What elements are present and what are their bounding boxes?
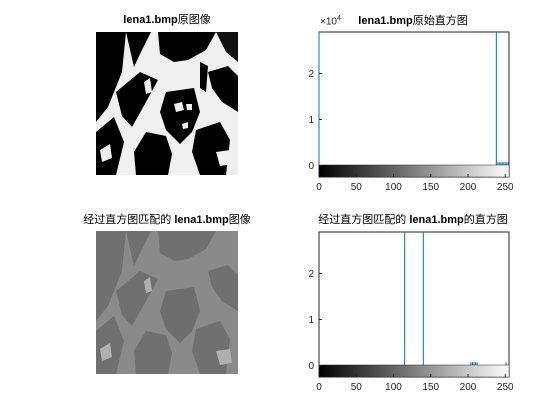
orig-hist-y-exponent-power: 4 bbox=[336, 15, 341, 22]
orig-hist-y-exponent: ×104 bbox=[320, 15, 341, 27]
orig-hist-xtick-label-250: 250 bbox=[497, 182, 514, 193]
matched-hist-title-suffix: 的直方图 bbox=[463, 214, 508, 226]
orig-hist-title: lena1.bmp原始直方图 bbox=[358, 15, 467, 27]
orig-hist-title-suffix: 原始直方图 bbox=[412, 15, 468, 27]
orig-hist-colorbar bbox=[318, 164, 510, 178]
orig-image-title-file: lena1.bmp bbox=[123, 14, 178, 26]
orig-hist-xtick-label-0: 0 bbox=[316, 182, 322, 193]
matched-hist-xtick-label-50: 50 bbox=[351, 382, 363, 393]
orig-hist-y-exponent-base: ×10 bbox=[320, 16, 337, 28]
matched-hist-xtick-label-200: 200 bbox=[460, 382, 477, 393]
matched-hist-title-file: lena1.bmp bbox=[409, 214, 464, 226]
matched-image-title-prefix: 经过直方图匹配的 bbox=[83, 214, 175, 226]
orig-image-title: lena1.bmp原图像 bbox=[123, 14, 210, 26]
matched-hist-axes bbox=[318, 231, 510, 378]
matched-image-title-suffix: 图像 bbox=[228, 214, 251, 226]
matched-hist-ytick-label-0: 0 bbox=[308, 361, 314, 372]
orig-hist-xtick-label-50: 50 bbox=[351, 182, 363, 193]
matched-image-title-file: lena1.bmp bbox=[174, 214, 229, 226]
matched-image bbox=[96, 231, 238, 374]
orig-hist-chart: 0 50 100 150 200 250 0 1 2 bbox=[308, 31, 514, 193]
orig-hist-axes bbox=[318, 31, 510, 178]
orig-hist-title-file: lena1.bmp bbox=[358, 15, 413, 27]
matched-hist-colorbar bbox=[318, 364, 510, 378]
orig-hist-xtick-label-200: 200 bbox=[460, 182, 477, 193]
matched-hist-title-prefix: 经过直方图匹配的 bbox=[318, 214, 410, 226]
matched-hist-xtick-label-100: 100 bbox=[385, 382, 402, 393]
orig-hist-ytick-label-0: 0 bbox=[308, 161, 314, 172]
orig-hist-xtick-label-150: 150 bbox=[422, 182, 439, 193]
matched-hist-xtick-label-250: 250 bbox=[497, 382, 514, 393]
matched-hist-ytick-label-2: 2 bbox=[308, 269, 314, 280]
matched-hist-title: 经过直方图匹配的 lena1.bmp的直方图 bbox=[318, 214, 507, 226]
matched-hist-xtick-label-150: 150 bbox=[422, 382, 439, 393]
orig-hist-ytick-label-1: 1 bbox=[308, 115, 314, 126]
orig-hist-xtick-label-100: 100 bbox=[385, 182, 402, 193]
matched-hist-chart: 0 50 100 150 200 250 0 1 2 bbox=[308, 231, 514, 393]
orig-image-title-suffix: 原图像 bbox=[177, 14, 211, 26]
matched-image-title: 经过直方图匹配的 lena1.bmp图像 bbox=[83, 214, 250, 226]
matched-hist-ytick-label-1: 1 bbox=[308, 315, 314, 326]
orig-hist-ytick-label-2: 2 bbox=[308, 69, 314, 80]
orig-image bbox=[96, 32, 238, 175]
matched-hist-xtick-label-0: 0 bbox=[316, 382, 322, 393]
